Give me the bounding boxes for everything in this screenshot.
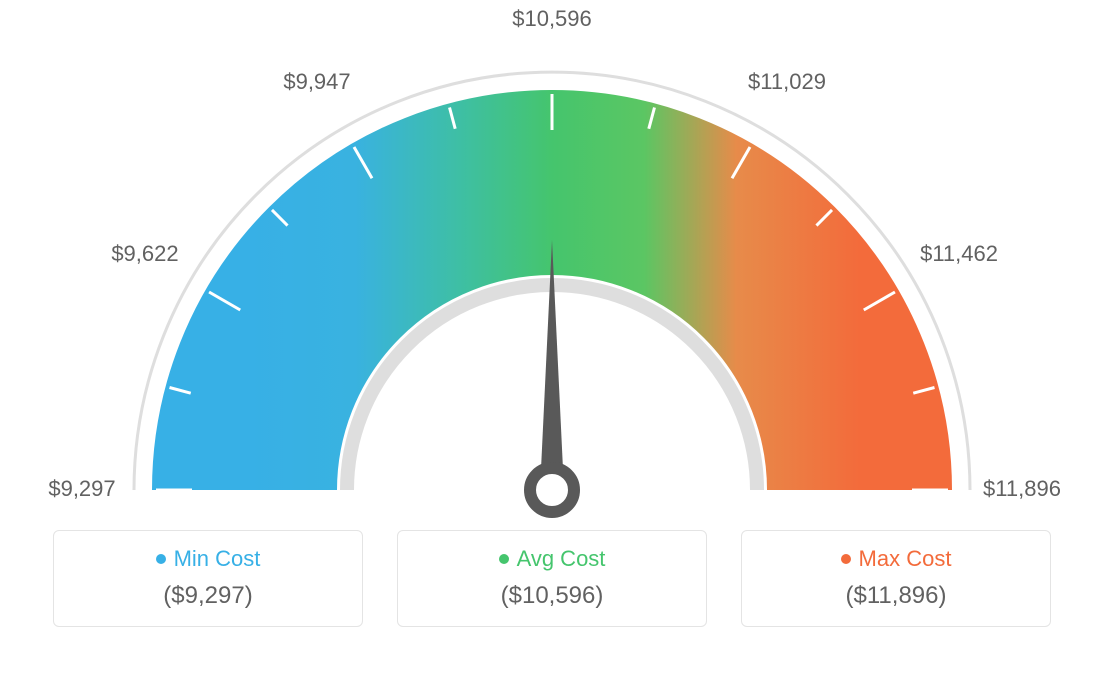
gauge-chart: $9,297 $9,622 $9,947 $10,596 $11,029 $11,462 $… bbox=[0, 0, 1104, 520]
legend-title-max: Max Cost bbox=[742, 545, 1050, 572]
svg-text:$10,596: $10,596 bbox=[512, 6, 592, 31]
svg-text:$9,297: $9,297 bbox=[48, 476, 115, 501]
gauge-svg: $9,297 $9,622 $9,947 $10,596 $11,029 $11,462 $… bbox=[0, 0, 1104, 520]
legend-title-text-min: Min Cost bbox=[174, 546, 261, 571]
svg-text:$11,896: $11,896 bbox=[983, 476, 1061, 501]
legend-value-min: ($9,297) bbox=[54, 582, 362, 610]
legend-card-max: Max Cost ($11,896) bbox=[741, 530, 1051, 627]
svg-text:$9,947: $9,947 bbox=[283, 69, 350, 94]
svg-text:$11,462: $11,462 bbox=[920, 241, 998, 266]
legend-dot-max bbox=[841, 554, 851, 564]
legend-value-avg: ($10,596) bbox=[398, 582, 706, 610]
legend-dot-avg bbox=[499, 554, 509, 564]
legend-row: Min Cost ($9,297) Avg Cost ($10,596) Max… bbox=[0, 520, 1104, 627]
legend-dot-min bbox=[156, 554, 166, 564]
legend-card-min: Min Cost ($9,297) bbox=[53, 530, 363, 627]
legend-title-min: Min Cost bbox=[54, 545, 362, 572]
svg-text:$11,029: $11,029 bbox=[748, 69, 826, 94]
legend-title-text-avg: Avg Cost bbox=[517, 546, 606, 571]
legend-title-text-max: Max Cost bbox=[859, 546, 952, 571]
legend-card-avg: Avg Cost ($10,596) bbox=[397, 530, 707, 627]
svg-text:$9,622: $9,622 bbox=[111, 241, 178, 266]
legend-title-avg: Avg Cost bbox=[398, 545, 706, 572]
legend-value-max: ($11,896) bbox=[742, 582, 1050, 610]
